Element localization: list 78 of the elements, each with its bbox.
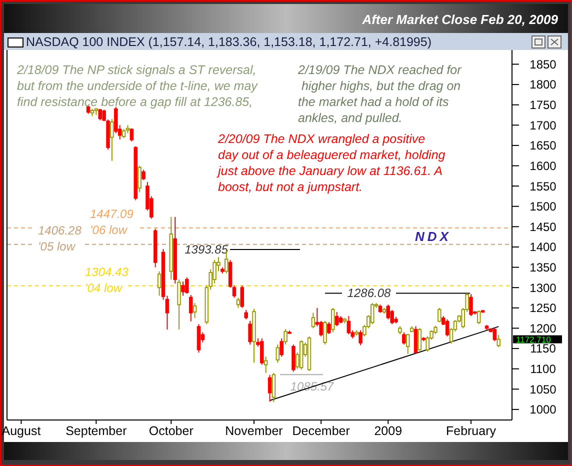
candlestick xyxy=(445,318,450,337)
annotation: 2/19/09 The NDX reached for higher highs, but the drag on the market had a hold of its ankles, and pulled. xyxy=(297,63,462,125)
ref-line-label: 1286.08 xyxy=(347,286,392,300)
y-tick-label: 1200 xyxy=(530,321,557,336)
y-tick-label: 1150 xyxy=(530,342,556,356)
y-tick-label: 1300 xyxy=(530,280,557,295)
y-tick-label: 1750 xyxy=(530,98,557,112)
candlestick xyxy=(418,328,422,352)
candlestick xyxy=(142,169,146,180)
candlestick xyxy=(370,302,374,325)
candlestick xyxy=(138,165,142,193)
x-tick-label: October xyxy=(148,424,194,438)
candlestick xyxy=(264,356,268,374)
x-tick-label: November xyxy=(225,424,283,438)
y-tick-label: 1250 xyxy=(530,301,557,316)
candlestick xyxy=(334,311,339,327)
candlestick xyxy=(292,344,296,372)
candlestick xyxy=(492,328,497,342)
candlestick xyxy=(272,372,276,403)
candlestick xyxy=(188,294,193,322)
candlestick xyxy=(477,310,481,325)
candlestick xyxy=(323,320,327,345)
chart-title: NASDAQ 100 INDEX (1,157.14, 1,183.36, 1,153.18, 1,172.71, +4.81995) xyxy=(26,35,432,49)
y-tick-label: 1550 xyxy=(530,179,557,194)
y-tick-label: 1850 xyxy=(530,57,557,72)
annotation: NDX xyxy=(415,229,452,244)
candlestick xyxy=(346,316,351,335)
candlestick xyxy=(157,270,162,296)
candlestick xyxy=(280,338,284,358)
y-tick-label: 1800 xyxy=(530,78,557,92)
ref-line-label: 1393.85 xyxy=(184,242,228,256)
y-tick-label: 1500 xyxy=(530,200,557,214)
x-tick-label: September xyxy=(66,424,127,438)
candlestick xyxy=(268,374,272,402)
candlestick xyxy=(331,307,335,333)
candlestick xyxy=(327,322,331,334)
candlestick xyxy=(496,334,500,348)
candlestick xyxy=(402,332,406,345)
candlestick xyxy=(236,297,240,308)
annotation: 2/20/09 The NDX wrangled a positive day out of a beleaguered market, holding just above the January low at 1136.61. A boost, but not a jumpstart. xyxy=(216,132,446,194)
candlestick xyxy=(177,278,181,330)
candlestick xyxy=(414,326,418,354)
candlestick xyxy=(438,307,442,323)
candlestick xyxy=(181,281,185,296)
y-tick-label: 1700 xyxy=(530,118,557,132)
candlestick xyxy=(284,328,288,345)
y-tick-label: 1600 xyxy=(530,158,557,173)
candlestick xyxy=(244,309,248,320)
candlestick xyxy=(196,324,201,354)
ref-line-label: 1304.43 '04 low xyxy=(85,264,129,295)
candlestick xyxy=(386,304,390,320)
text: 1172.710 xyxy=(516,334,552,344)
x-tick-label: February xyxy=(446,424,497,438)
candlestick xyxy=(185,276,189,294)
x-tick-label: 2009 xyxy=(374,424,402,438)
candlestick xyxy=(406,333,410,354)
candlestick xyxy=(358,330,362,346)
y-tick-label: 1350 xyxy=(530,260,557,274)
candlestick xyxy=(276,344,280,364)
ref-line-label: 1447.09 '06 low xyxy=(90,206,134,237)
candlestick xyxy=(311,312,316,329)
chart-subtitle: After Market Close Feb 20, 2009 xyxy=(361,12,559,27)
candlestick xyxy=(110,118,114,162)
candlestick xyxy=(192,302,197,319)
y-tick-label: 1400 xyxy=(530,240,557,254)
candlestick xyxy=(469,294,473,317)
ref-line-label: 1406.28 '05 low xyxy=(38,223,82,254)
y-tick-label: 1450 xyxy=(530,220,557,234)
y-tick-label: 1000 xyxy=(530,402,557,417)
x-tick-label: December xyxy=(292,424,350,438)
y-tick-label: 1050 xyxy=(530,382,557,396)
annotation: 2/18/09 The NP stick signals a ST reversal, but from the underside of the t-line, we may find resistance before a gap fill at 1236.85, xyxy=(16,63,258,109)
candlestick xyxy=(130,128,134,142)
y-tick-label: 1100 xyxy=(530,362,556,376)
candlestick xyxy=(260,338,264,366)
candlestick xyxy=(248,320,252,345)
y-tick-label: 1650 xyxy=(530,138,557,153)
candlestick xyxy=(240,285,244,308)
